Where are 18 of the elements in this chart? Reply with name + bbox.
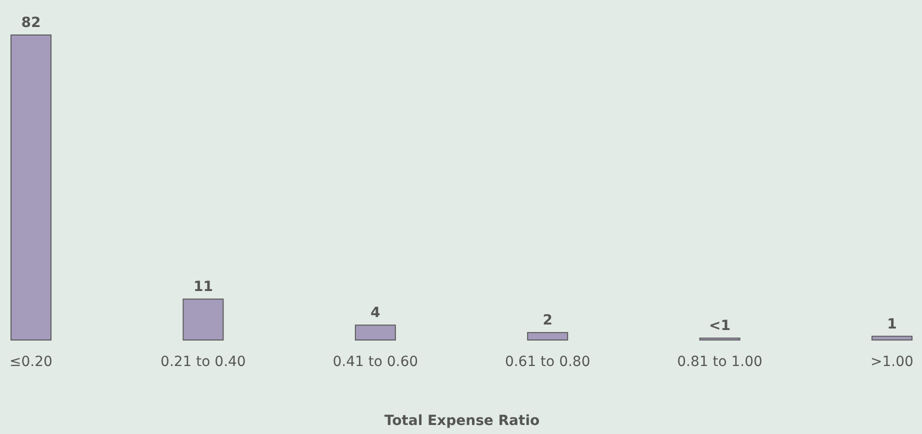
x-tick-label: 0.61 to 0.80 — [504, 354, 590, 370]
data-label: 11 — [193, 279, 213, 296]
bar — [10, 34, 52, 340]
bar — [182, 298, 224, 340]
data-label: 82 — [21, 15, 41, 31]
bar — [872, 336, 912, 340]
x-tick-label: ≤0.20 — [10, 354, 52, 370]
x-tick-label: 0.81 to 1.00 — [677, 354, 762, 370]
data-label: <1 — [709, 318, 731, 334]
x-tick-label: >1.00 — [870, 354, 914, 370]
bar — [354, 324, 396, 340]
x-tick-label: 0.41 to 0.60 — [332, 354, 418, 370]
data-label: 2 — [542, 312, 552, 329]
x-axis-title: Total Expense Ratio — [384, 413, 540, 429]
data-label: 4 — [370, 305, 381, 322]
data-label: 1 — [887, 316, 897, 332]
bar — [527, 332, 568, 340]
x-tick-label: 0.21 to 0.40 — [160, 354, 246, 370]
